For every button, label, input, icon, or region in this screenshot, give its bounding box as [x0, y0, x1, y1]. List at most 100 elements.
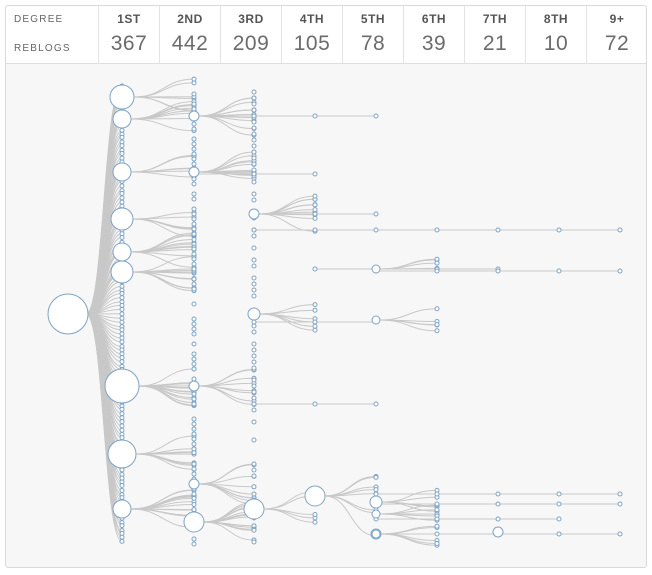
reblog-node[interactable] — [112, 162, 132, 182]
reblog-node[interactable] — [191, 421, 197, 427]
reblog-node[interactable] — [191, 507, 197, 513]
reblog-node[interactable] — [251, 245, 257, 251]
reblog-node[interactable] — [191, 286, 197, 292]
reblog-node[interactable] — [191, 426, 197, 432]
reblog-node[interactable] — [251, 491, 257, 497]
reblog-node[interactable] — [119, 487, 125, 493]
reblog-node[interactable] — [119, 306, 125, 312]
reblog-node[interactable] — [191, 396, 197, 402]
reblog-node[interactable] — [373, 474, 379, 480]
reblog-node[interactable] — [112, 499, 132, 519]
reblog-node[interactable] — [617, 501, 623, 507]
reblog-node[interactable] — [119, 523, 125, 529]
reblog-node[interactable] — [191, 536, 197, 542]
reblog-node[interactable] — [191, 126, 197, 132]
reblog-node[interactable] — [119, 538, 125, 544]
reblog-node[interactable] — [191, 541, 197, 547]
reblog-node[interactable] — [119, 315, 125, 321]
reblog-node[interactable] — [119, 195, 125, 201]
reblog-node[interactable] — [251, 484, 257, 490]
reblog-node[interactable] — [243, 498, 265, 520]
degree-column-8[interactable]: 8TH 10 — [525, 6, 586, 63]
degree-column-6[interactable]: 6TH 39 — [403, 6, 464, 63]
reblog-node[interactable] — [312, 227, 318, 233]
reblog-node[interactable] — [251, 329, 257, 335]
reblog-node[interactable] — [556, 531, 562, 537]
reblog-node[interactable] — [251, 281, 257, 287]
reblog-node[interactable] — [119, 435, 125, 441]
reblog-node[interactable] — [312, 207, 318, 213]
reblog-node[interactable] — [251, 131, 257, 137]
reblog-node[interactable] — [191, 151, 197, 157]
reblog-node[interactable] — [251, 161, 257, 167]
reblog-node[interactable] — [119, 467, 125, 473]
reblog-node[interactable] — [191, 471, 197, 477]
reblog-node[interactable] — [119, 339, 125, 345]
reblog-node[interactable] — [191, 316, 197, 322]
reblog-node[interactable] — [191, 156, 197, 162]
reblog-node[interactable] — [119, 191, 125, 197]
reblog-node[interactable] — [191, 226, 197, 232]
reblog-node[interactable] — [191, 106, 197, 112]
reblog-node[interactable] — [112, 109, 132, 129]
reblog-node[interactable] — [251, 473, 257, 479]
reblog-node[interactable] — [191, 502, 197, 508]
reblog-node[interactable] — [251, 197, 257, 203]
reblog-node[interactable] — [251, 539, 257, 545]
reblog-node[interactable] — [251, 347, 257, 353]
reblog-node[interactable] — [434, 491, 440, 497]
reblog-node[interactable] — [191, 276, 197, 282]
reblog-node[interactable] — [119, 534, 125, 540]
degree-column-1[interactable]: 1ST 367 — [98, 6, 159, 63]
reblog-node[interactable] — [434, 501, 440, 507]
reblog-node[interactable] — [107, 439, 137, 469]
reblog-node[interactable] — [191, 461, 197, 467]
reblog-node[interactable] — [191, 236, 197, 242]
reblog-node[interactable] — [371, 509, 381, 519]
reblog-node[interactable] — [251, 149, 257, 155]
reblog-node[interactable] — [191, 101, 197, 107]
degree-column-9[interactable]: 9+ 72 — [586, 6, 646, 63]
reblog-node[interactable] — [191, 246, 197, 252]
reblog-node[interactable] — [47, 293, 89, 335]
reblog-node[interactable] — [251, 365, 257, 371]
reblog-node[interactable] — [312, 512, 318, 518]
reblog-node[interactable] — [251, 319, 257, 325]
reblog-node[interactable] — [191, 256, 197, 262]
reblog-node[interactable] — [191, 176, 197, 182]
reblog-node[interactable] — [251, 341, 257, 347]
reblog-node[interactable] — [119, 183, 125, 189]
reblog-node[interactable] — [191, 391, 197, 397]
reblog-node[interactable] — [188, 380, 200, 392]
reblog-node[interactable] — [247, 307, 261, 321]
reblog-node[interactable] — [495, 268, 501, 274]
reblog-node[interactable] — [191, 121, 197, 127]
reblog-node[interactable] — [617, 491, 623, 497]
reblog-node[interactable] — [191, 251, 197, 257]
reblog-node[interactable] — [191, 261, 197, 267]
reblog-node[interactable] — [492, 526, 504, 538]
reblog-node[interactable] — [119, 427, 125, 433]
reblog-node[interactable] — [119, 423, 125, 429]
reblog-node[interactable] — [109, 84, 135, 110]
reblog-tree-svg[interactable] — [6, 64, 646, 567]
reblog-node[interactable] — [110, 207, 134, 231]
reblog-node[interactable] — [191, 91, 197, 97]
reblog-node[interactable] — [312, 519, 318, 525]
reblog-node[interactable] — [251, 137, 257, 143]
reblog-node[interactable] — [119, 419, 125, 425]
reblog-node[interactable] — [373, 211, 379, 217]
reblog-node[interactable] — [191, 76, 197, 82]
reblog-node[interactable] — [304, 485, 326, 507]
reblog-node[interactable] — [434, 507, 440, 513]
reblog-node[interactable] — [191, 321, 197, 327]
reblog-node[interactable] — [251, 119, 257, 125]
reblog-node[interactable] — [119, 143, 125, 149]
reblog-node[interactable] — [119, 134, 125, 140]
reblog-node[interactable] — [191, 146, 197, 152]
reblog-node[interactable] — [495, 516, 501, 522]
reblog-node[interactable] — [110, 260, 134, 284]
reblog-node[interactable] — [191, 191, 197, 197]
reblog-node[interactable] — [251, 467, 257, 473]
reblog-node[interactable] — [191, 196, 197, 202]
